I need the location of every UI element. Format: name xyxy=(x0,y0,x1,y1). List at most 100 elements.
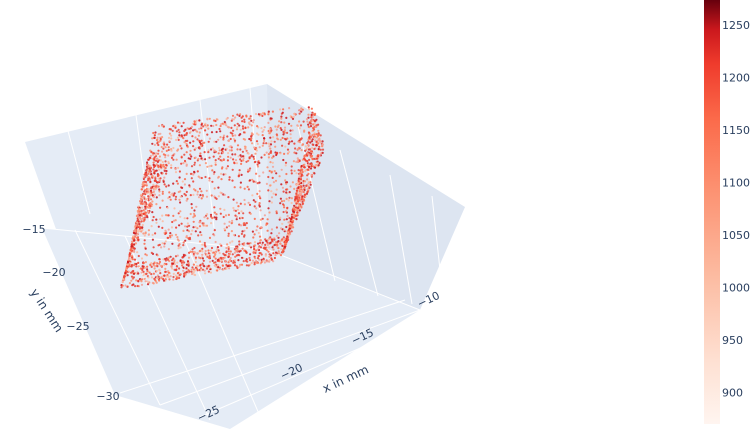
data-point xyxy=(176,238,179,241)
data-point xyxy=(220,192,223,195)
data-point xyxy=(227,261,230,264)
data-point xyxy=(258,258,261,261)
data-point xyxy=(268,242,271,245)
data-point xyxy=(315,144,318,147)
data-point xyxy=(227,234,230,237)
data-point xyxy=(161,165,164,168)
data-point xyxy=(165,149,168,152)
data-point xyxy=(207,127,210,130)
data-point xyxy=(138,223,141,226)
data-point xyxy=(147,229,150,232)
data-point xyxy=(312,126,315,129)
data-point xyxy=(144,266,147,269)
data-point xyxy=(240,116,243,119)
data-point xyxy=(277,240,280,243)
data-point xyxy=(243,203,246,206)
data-point xyxy=(196,170,199,173)
data-point xyxy=(205,267,209,270)
data-point xyxy=(254,112,258,116)
data-point xyxy=(132,276,135,279)
data-point xyxy=(260,226,263,229)
data-point xyxy=(309,150,313,153)
data-point xyxy=(258,241,262,244)
data-point xyxy=(300,165,303,168)
data-point xyxy=(192,145,195,148)
data-point xyxy=(163,176,166,179)
data-point xyxy=(301,168,304,171)
data-point xyxy=(190,268,193,271)
data-point xyxy=(250,124,253,127)
data-point xyxy=(190,165,194,168)
y-axis-ticks: −30 −25 −20 −15 xyxy=(22,223,119,403)
data-point xyxy=(279,240,282,243)
data-point xyxy=(187,264,190,267)
data-point xyxy=(144,280,147,283)
gridline xyxy=(339,149,379,297)
data-point xyxy=(271,156,274,159)
data-point xyxy=(145,183,148,186)
data-point xyxy=(266,260,269,263)
data-point xyxy=(129,248,132,251)
data-point xyxy=(174,195,178,198)
data-point xyxy=(225,226,228,229)
data-point xyxy=(180,147,183,150)
data-point xyxy=(317,147,320,151)
data-point xyxy=(173,263,176,266)
data-point xyxy=(151,175,154,178)
data-point xyxy=(193,163,196,166)
data-point xyxy=(176,136,180,139)
data-point xyxy=(321,143,325,146)
data-point xyxy=(210,249,213,252)
data-point xyxy=(258,202,261,205)
data-point xyxy=(141,226,144,229)
data-point xyxy=(222,257,225,261)
data-point xyxy=(222,268,225,271)
data-point xyxy=(312,129,315,132)
data-point xyxy=(255,229,258,232)
data-point xyxy=(161,199,164,202)
data-point xyxy=(311,138,314,141)
data-point xyxy=(220,123,223,126)
data-point xyxy=(136,214,139,217)
data-point xyxy=(263,126,266,129)
data-point xyxy=(290,218,293,221)
data-point xyxy=(174,255,178,258)
data-point xyxy=(175,180,178,183)
data-point xyxy=(292,115,295,118)
data-point xyxy=(285,182,288,185)
data-point xyxy=(299,169,302,172)
scene-3d[interactable] xyxy=(25,84,465,429)
data-point xyxy=(272,192,275,195)
data-point xyxy=(181,186,184,189)
data-point xyxy=(158,260,162,264)
data-point xyxy=(238,243,241,246)
data-point xyxy=(212,172,215,176)
data-point xyxy=(291,129,294,132)
data-point xyxy=(171,262,174,265)
data-point xyxy=(295,202,298,205)
data-point xyxy=(244,250,247,253)
data-point xyxy=(279,108,282,111)
data-point xyxy=(300,200,303,203)
data-point xyxy=(178,170,181,173)
data-point xyxy=(253,247,256,251)
data-point xyxy=(198,187,202,190)
data-point xyxy=(280,128,283,131)
data-point xyxy=(307,131,310,134)
data-point xyxy=(282,190,285,193)
data-point xyxy=(177,274,180,278)
data-point xyxy=(175,269,178,272)
data-point xyxy=(166,236,170,239)
data-point xyxy=(131,258,134,261)
data-point xyxy=(225,147,228,150)
data-point xyxy=(283,199,286,202)
data-point xyxy=(149,189,153,192)
data-point xyxy=(137,272,140,275)
data-point xyxy=(152,264,155,267)
data-point xyxy=(309,138,312,141)
data-point xyxy=(194,156,197,159)
data-point xyxy=(197,196,201,199)
data-point xyxy=(239,133,242,136)
data-point xyxy=(157,177,160,180)
